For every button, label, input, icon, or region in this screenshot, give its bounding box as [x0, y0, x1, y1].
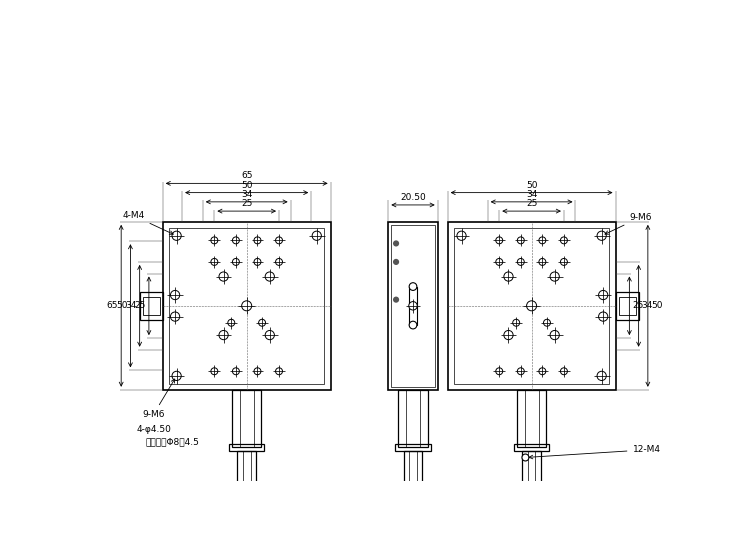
Circle shape — [242, 301, 251, 311]
Text: 25: 25 — [633, 301, 644, 310]
Text: 25: 25 — [134, 301, 146, 310]
Circle shape — [512, 319, 520, 326]
Bar — [454, 228, 609, 383]
Bar — [232, 513, 262, 524]
Circle shape — [393, 259, 399, 265]
Bar — [388, 222, 438, 390]
Bar — [391, 225, 435, 387]
Circle shape — [539, 237, 546, 244]
Circle shape — [550, 272, 559, 281]
Bar — [517, 390, 546, 448]
Circle shape — [312, 231, 321, 240]
Circle shape — [599, 291, 608, 300]
Circle shape — [504, 330, 513, 340]
Circle shape — [276, 259, 282, 265]
Circle shape — [496, 237, 503, 244]
Circle shape — [265, 272, 274, 281]
Bar — [514, 444, 549, 451]
Circle shape — [539, 368, 546, 375]
Circle shape — [219, 272, 228, 281]
Circle shape — [254, 368, 261, 375]
Circle shape — [172, 372, 181, 381]
Text: 65: 65 — [241, 171, 252, 180]
Circle shape — [276, 237, 282, 244]
Circle shape — [211, 237, 218, 244]
Text: 4-φ4.50: 4-φ4.50 — [136, 426, 171, 434]
Circle shape — [276, 368, 282, 375]
Bar — [616, 292, 638, 320]
Circle shape — [409, 321, 417, 329]
Text: 50: 50 — [116, 301, 128, 310]
Circle shape — [526, 301, 537, 311]
Bar — [163, 222, 331, 390]
Circle shape — [211, 368, 218, 375]
Bar — [448, 222, 616, 390]
Circle shape — [265, 330, 274, 340]
Circle shape — [171, 291, 180, 300]
Bar — [140, 292, 163, 320]
Circle shape — [561, 237, 567, 244]
Bar — [237, 451, 256, 513]
Text: 25: 25 — [241, 199, 252, 208]
Circle shape — [597, 372, 606, 381]
Circle shape — [232, 259, 240, 265]
Text: 50: 50 — [241, 180, 252, 190]
Text: 65: 65 — [106, 301, 118, 310]
Text: 9-M6: 9-M6 — [605, 213, 652, 234]
Text: 50: 50 — [526, 180, 537, 190]
Circle shape — [254, 259, 261, 265]
Bar — [397, 513, 428, 524]
Text: 12-M4: 12-M4 — [529, 446, 660, 459]
Circle shape — [522, 454, 529, 461]
Bar — [398, 390, 427, 448]
Circle shape — [409, 301, 417, 310]
Circle shape — [172, 231, 181, 240]
Circle shape — [517, 368, 524, 375]
Circle shape — [544, 319, 550, 326]
Text: 25: 25 — [526, 199, 537, 208]
Text: 34: 34 — [641, 301, 653, 310]
Circle shape — [393, 240, 399, 247]
Text: 34: 34 — [526, 190, 537, 199]
Circle shape — [393, 296, 399, 303]
Text: 4-M4: 4-M4 — [122, 211, 173, 234]
Circle shape — [211, 259, 218, 265]
Circle shape — [457, 231, 466, 240]
Circle shape — [599, 312, 608, 321]
Circle shape — [219, 330, 228, 340]
Circle shape — [496, 259, 503, 265]
Bar — [516, 513, 547, 524]
Circle shape — [539, 259, 546, 265]
Circle shape — [561, 368, 567, 375]
Bar — [409, 287, 417, 325]
Circle shape — [496, 368, 503, 375]
Circle shape — [517, 259, 524, 265]
Circle shape — [504, 272, 513, 281]
Circle shape — [171, 312, 180, 321]
Circle shape — [254, 237, 261, 244]
Bar — [404, 451, 422, 513]
Text: 20.50: 20.50 — [400, 193, 426, 202]
Bar — [232, 390, 262, 448]
Bar — [229, 444, 265, 451]
Circle shape — [597, 231, 606, 240]
Text: 反面沉孔Φ8淴4.5: 反面沉孔Φ8淴4.5 — [145, 437, 199, 447]
Circle shape — [228, 319, 235, 326]
Text: 34: 34 — [241, 190, 252, 199]
Circle shape — [550, 330, 559, 340]
Text: 34: 34 — [125, 301, 136, 310]
Circle shape — [561, 259, 567, 265]
Circle shape — [409, 283, 417, 291]
Text: 50: 50 — [651, 301, 663, 310]
Bar — [395, 444, 431, 451]
Circle shape — [232, 368, 240, 375]
Text: 9-M6: 9-M6 — [142, 379, 174, 419]
Circle shape — [517, 237, 524, 244]
Circle shape — [259, 319, 265, 326]
Bar — [169, 228, 325, 383]
Bar — [523, 451, 541, 513]
Bar — [619, 296, 636, 315]
Bar — [143, 296, 160, 315]
Circle shape — [232, 237, 240, 244]
